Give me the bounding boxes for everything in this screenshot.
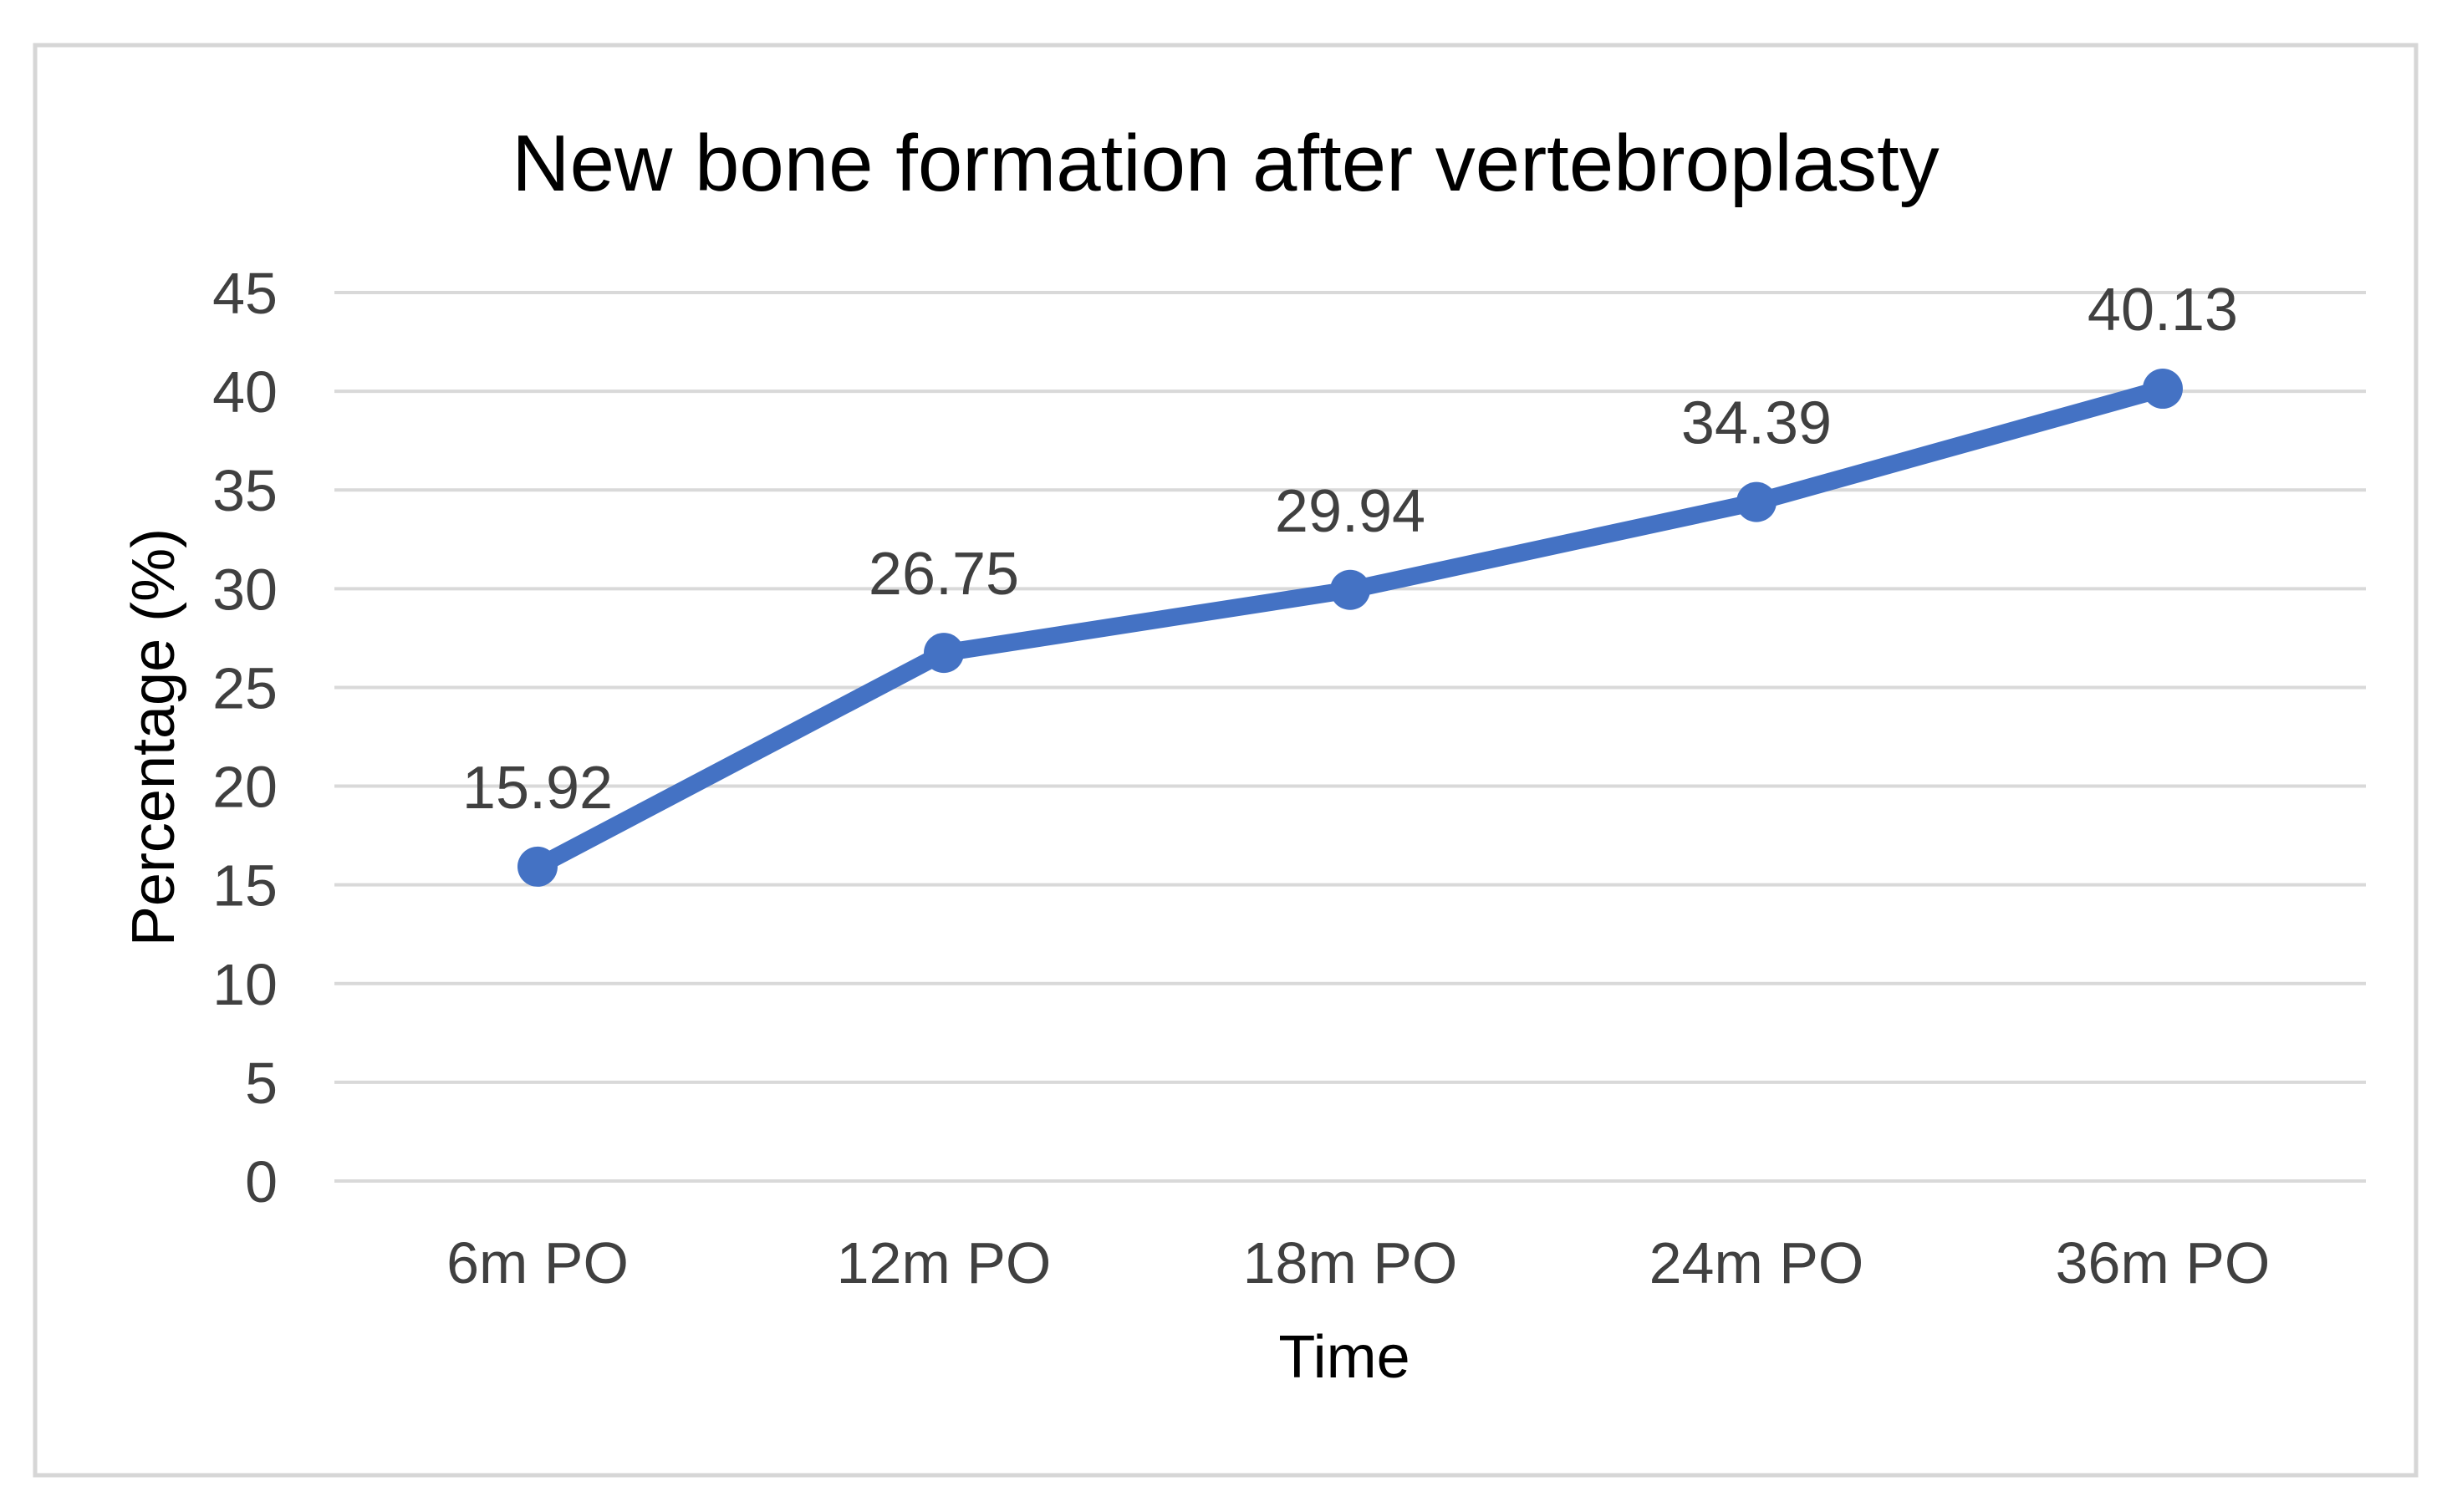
y-tick-label: 20 bbox=[212, 755, 278, 820]
data-point-markers bbox=[517, 369, 2183, 887]
gridlines bbox=[334, 291, 2366, 1183]
y-tick-label: 0 bbox=[245, 1149, 278, 1214]
y-tick-label: 35 bbox=[212, 458, 278, 523]
data-label: 26.75 bbox=[869, 541, 1019, 608]
y-axis-title: Percentage (%) bbox=[120, 528, 187, 946]
x-axis-title: Time bbox=[1278, 1324, 1410, 1391]
data-point-marker bbox=[924, 633, 964, 674]
data-label: 15.92 bbox=[462, 755, 613, 822]
y-tick-labels: 0 5 10 15 20 25 30 35 40 45 bbox=[212, 261, 278, 1214]
x-category-label: 6m PO bbox=[446, 1230, 629, 1296]
y-tick-label: 30 bbox=[212, 557, 278, 622]
chart-title: New bone formation after vertebroplasty bbox=[512, 119, 1940, 208]
data-point-marker bbox=[1330, 569, 1370, 610]
y-tick-label: 5 bbox=[245, 1051, 278, 1116]
data-point-marker bbox=[1736, 481, 1777, 522]
x-category-labels: 6m PO 12m PO 18m PO 24m PO 36m PO bbox=[446, 1230, 2270, 1296]
y-tick-label: 40 bbox=[212, 359, 278, 425]
data-label: 29.94 bbox=[1275, 478, 1425, 545]
figure-frame bbox=[33, 43, 2419, 1478]
data-labels: 15.92 26.75 29.94 34.39 40.13 bbox=[462, 277, 2238, 822]
data-point-marker bbox=[517, 846, 558, 887]
data-label: 40.13 bbox=[2088, 277, 2238, 344]
y-tick-label: 45 bbox=[212, 261, 278, 326]
y-tick-label: 15 bbox=[212, 853, 278, 919]
y-tick-label: 25 bbox=[212, 655, 278, 720]
x-category-label: 12m PO bbox=[837, 1230, 1052, 1296]
x-category-label: 24m PO bbox=[1649, 1230, 1864, 1296]
x-category-label: 18m PO bbox=[1243, 1230, 1458, 1296]
data-label: 34.39 bbox=[1681, 390, 1832, 457]
data-point-marker bbox=[2143, 369, 2183, 410]
y-tick-label: 10 bbox=[212, 952, 278, 1017]
x-category-label: 36m PO bbox=[2056, 1230, 2271, 1296]
